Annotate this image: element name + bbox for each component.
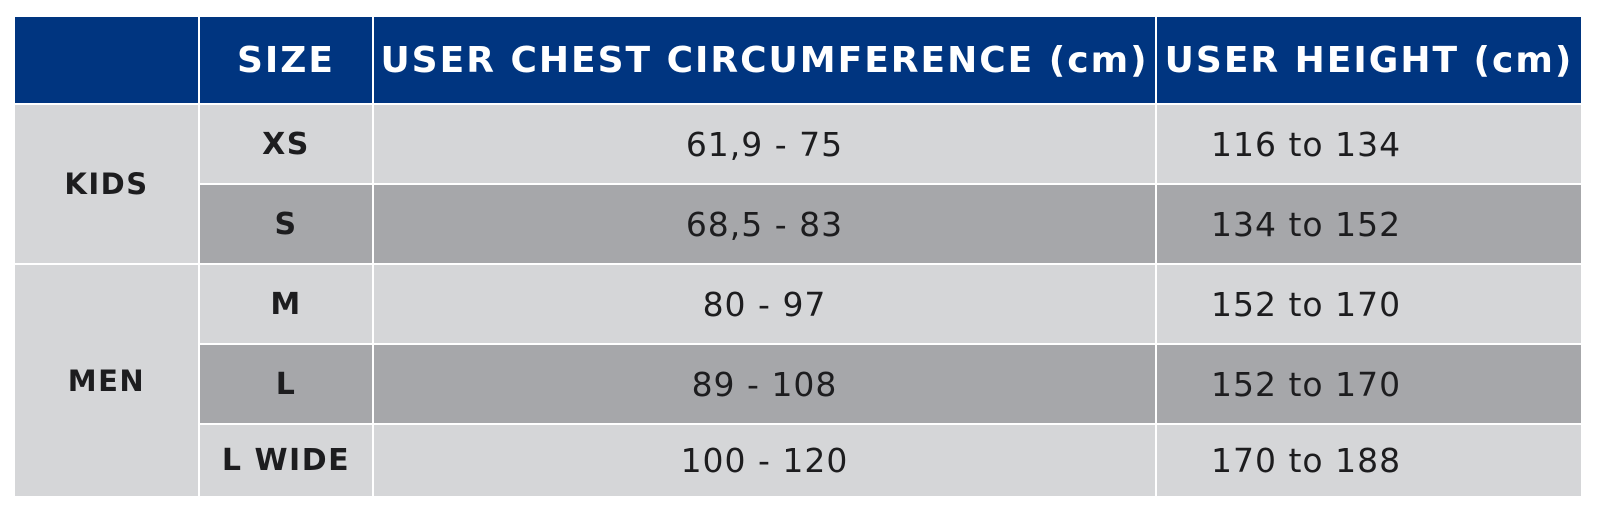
size-label: S: [274, 206, 298, 242]
size-label: XS: [262, 126, 310, 162]
group-label-kids: KIDS: [64, 167, 149, 201]
size-cell-m: M: [200, 265, 372, 343]
group-cell-men: MEN: [15, 265, 198, 496]
chest-cell-s: 68,5 - 83: [374, 185, 1155, 263]
group-label-men: MEN: [67, 363, 146, 398]
height-cell-s: 134 to 152: [1157, 185, 1581, 263]
header-chest-cell: USER CHEST CIRCUMFERENCE (cm): [374, 17, 1155, 103]
height-value: 170 to 188: [1211, 441, 1402, 480]
height-value: 134 to 152: [1211, 204, 1402, 244]
chest-value: 68,5 - 83: [685, 204, 844, 244]
size-cell-s: S: [200, 185, 372, 263]
chest-value: 89 - 108: [691, 364, 838, 404]
chest-cell-l: 89 - 108: [374, 345, 1155, 423]
chest-value: 80 - 97: [702, 284, 827, 324]
chest-cell-xs: 61,9 - 75: [374, 105, 1155, 183]
chest-value: 100 - 120: [680, 441, 849, 480]
size-label: L WIDE: [221, 443, 351, 478]
size-cell-xs: XS: [200, 105, 372, 183]
header-height-label: USER HEIGHT (cm): [1164, 39, 1574, 81]
height-cell-l-wide: 170 to 188: [1157, 425, 1581, 496]
size-cell-l: L: [200, 345, 372, 423]
group-cell-kids: KIDS: [15, 105, 198, 263]
height-cell-l: 152 to 170: [1157, 345, 1581, 423]
size-chart-table: SIZE USER CHEST CIRCUMFERENCE (cm) USER …: [15, 17, 1581, 510]
height-value: 152 to 170: [1211, 364, 1402, 404]
height-value: 152 to 170: [1211, 284, 1402, 324]
size-label: L: [275, 366, 297, 402]
chest-cell-l-wide: 100 - 120: [374, 425, 1155, 496]
size-label: M: [270, 286, 302, 322]
header-height-cell: USER HEIGHT (cm): [1157, 17, 1581, 103]
header-chest-label: USER CHEST CIRCUMFERENCE (cm): [380, 39, 1149, 81]
chest-value: 61,9 - 75: [685, 124, 844, 164]
height-cell-m: 152 to 170: [1157, 265, 1581, 343]
header-size-cell: SIZE: [200, 17, 372, 103]
height-cell-xs: 116 to 134: [1157, 105, 1581, 183]
chest-cell-m: 80 - 97: [374, 265, 1155, 343]
header-size-label: SIZE: [236, 39, 336, 81]
height-value: 116 to 134: [1211, 124, 1402, 164]
size-cell-l-wide: L WIDE: [200, 425, 372, 496]
header-group-cell: [15, 17, 198, 103]
